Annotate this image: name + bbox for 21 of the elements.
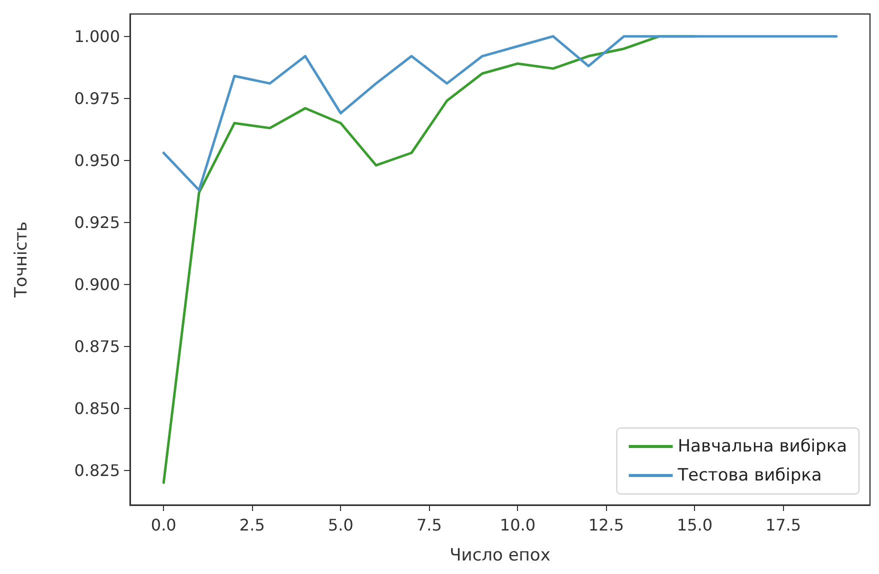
y-axis-title: Точність [12, 222, 32, 298]
y-tick-label: 0.825 [74, 460, 120, 480]
x-axis-title: Число епох [450, 546, 550, 566]
x-tick-label: 7.5 [416, 516, 442, 534]
y-tick-label: 0.850 [74, 398, 120, 418]
line-series [162, 35, 838, 192]
x-tick-label: 12.5 [588, 516, 624, 534]
y-tick-label: 0.875 [74, 336, 120, 356]
x-tick-label: 0.0 [150, 516, 176, 534]
y-tick-label: 0.925 [74, 212, 120, 232]
x-tick-label: 17.5 [765, 516, 802, 534]
x-tick-label: 15.0 [676, 516, 713, 534]
y-tick-label: 0.950 [74, 150, 120, 170]
x-tick-label: 10.0 [500, 516, 536, 534]
y-tick-label: 0.975 [74, 88, 120, 108]
y-tick-label: 0.900 [74, 274, 120, 294]
y-tick-label: 1.000 [74, 26, 120, 46]
x-tick-label: 2.5 [239, 516, 265, 534]
legend-label: Тестова вибірка [676, 466, 822, 486]
legend-label: Навчальна вибірка [678, 436, 848, 456]
x-tick-label: 5.0 [328, 516, 354, 534]
